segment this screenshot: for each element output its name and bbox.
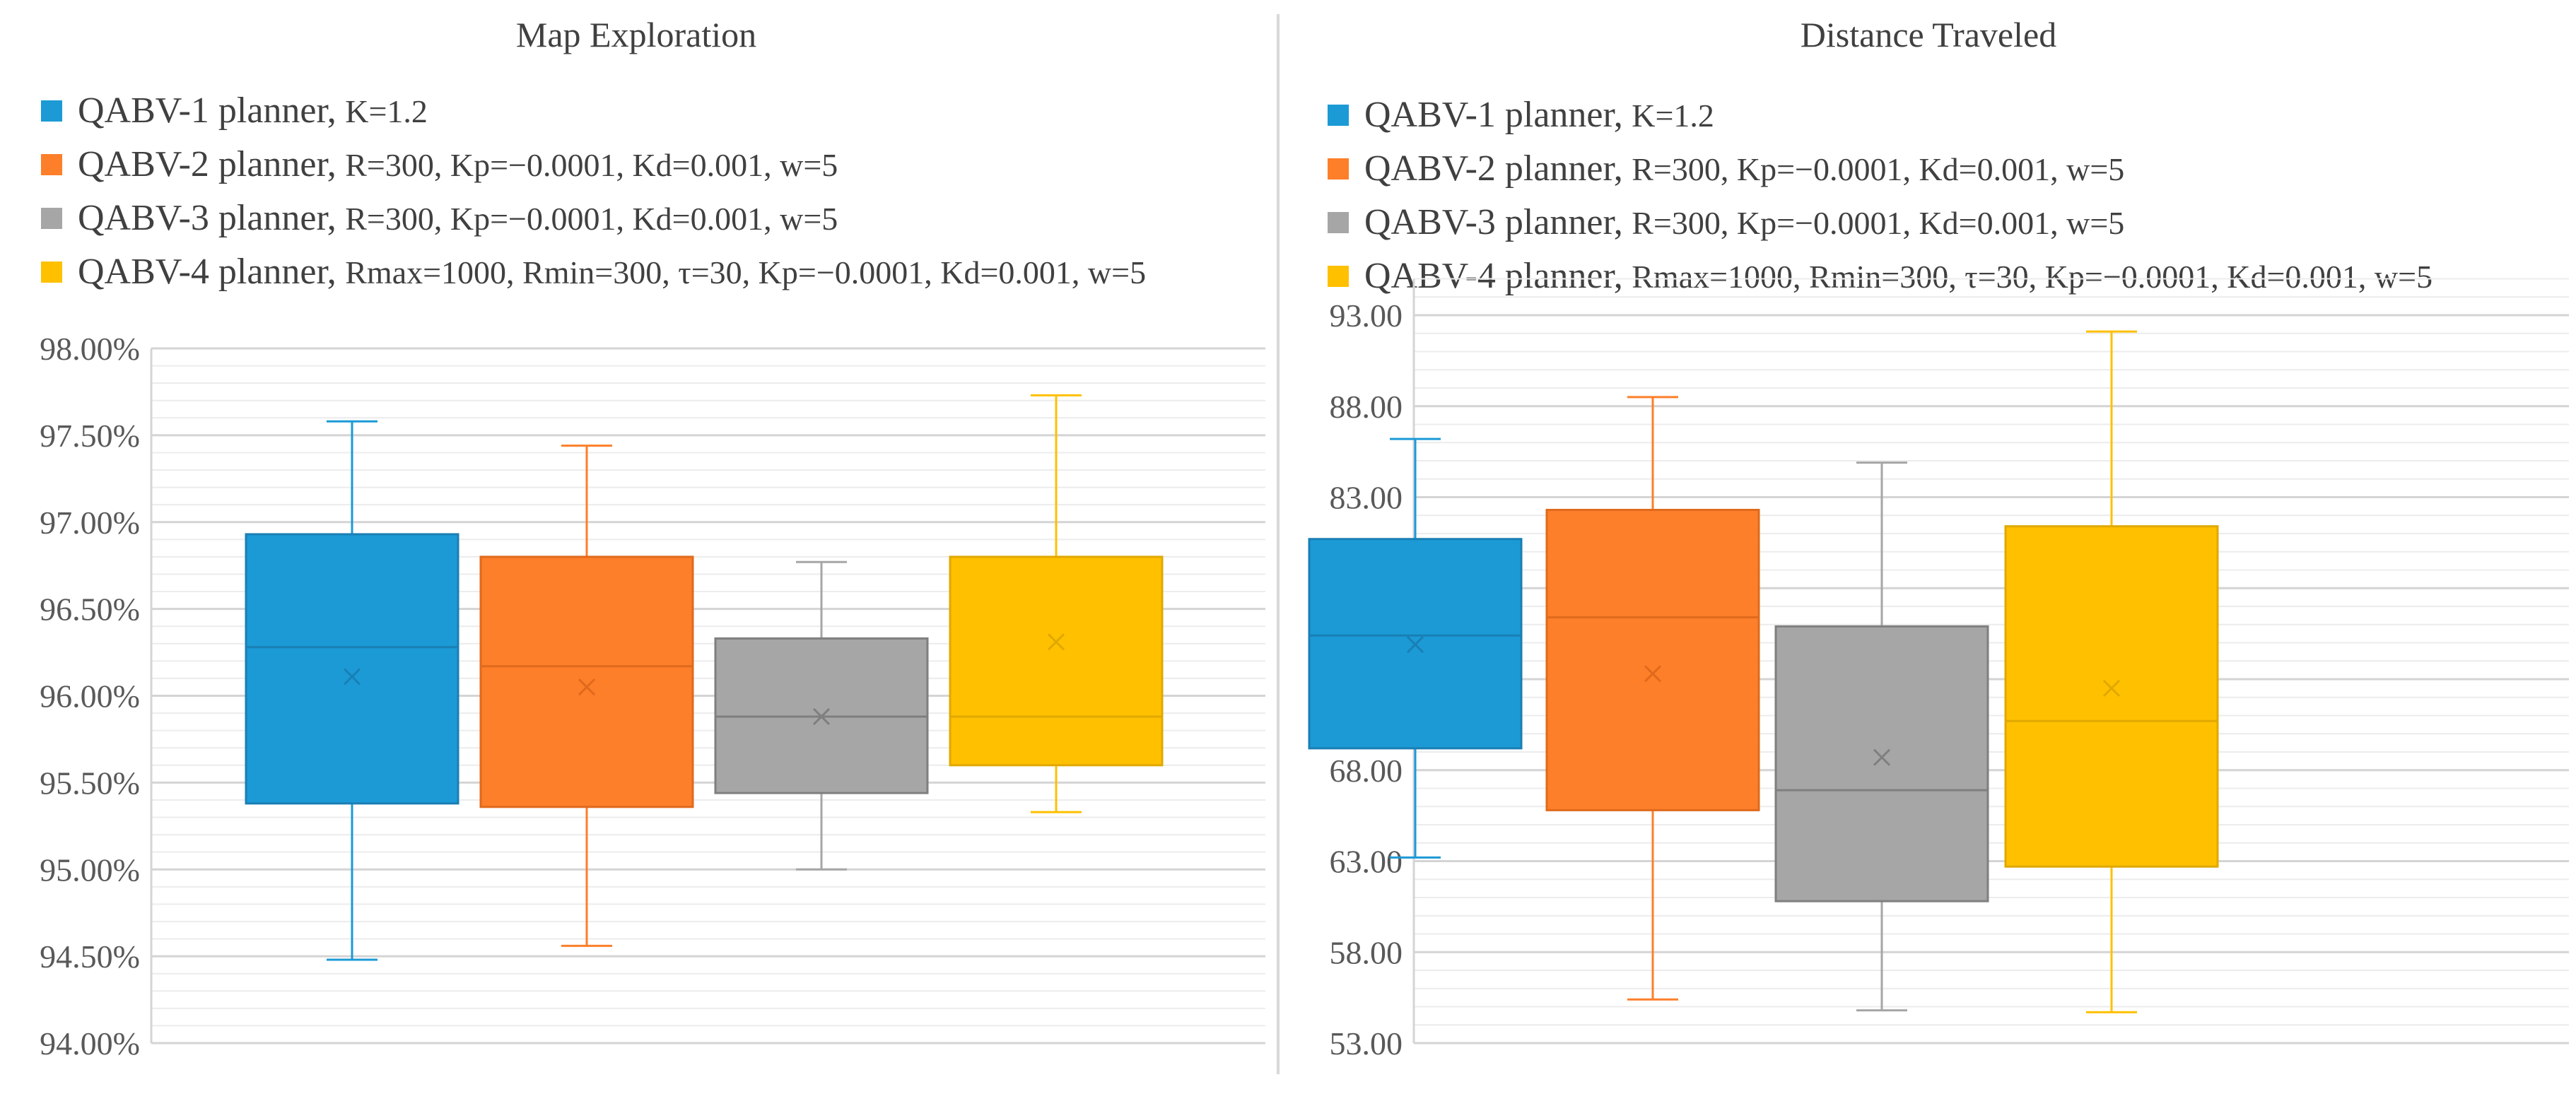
legend-swatch bbox=[1328, 158, 1349, 180]
legend-swatch bbox=[41, 261, 62, 283]
legend-label: QABV-3 planner, bbox=[1364, 202, 1623, 242]
mean-marker bbox=[1644, 665, 1662, 683]
legend-label: QABV-4 planner, bbox=[1364, 256, 1623, 296]
box-iqr bbox=[479, 555, 694, 808]
y-tick-label: 83.00 bbox=[1330, 480, 1403, 516]
mean-marker bbox=[812, 707, 831, 726]
box-iqr bbox=[245, 533, 459, 805]
legend-label: QABV-1 planner, bbox=[1364, 95, 1623, 135]
legend-label: QABV-4 planner, bbox=[78, 252, 336, 292]
y-tick-label: 97.50% bbox=[40, 418, 140, 454]
legend-swatch bbox=[1328, 212, 1349, 233]
legend-params: Rmax=1000, Rmin=300, τ=30, Kp=−0.0001, K… bbox=[1632, 259, 2433, 295]
legend-params: K=1.2 bbox=[345, 93, 428, 129]
legend-label: QABV-3 planner, bbox=[78, 198, 336, 238]
mean-marker bbox=[343, 668, 361, 686]
legend-swatch bbox=[41, 208, 62, 229]
mean-marker bbox=[2102, 679, 2121, 697]
legend-swatch bbox=[41, 154, 62, 175]
map-exploration-panel: Map Exploration QABV-1 planner, K=1.2 QA… bbox=[0, 0, 1272, 1094]
legend-params: R=300, Kp=−0.0001, Kd=0.001, w=5 bbox=[1632, 205, 2125, 241]
box-iqr bbox=[2004, 525, 2219, 868]
y-tick-label: 88.00 bbox=[1330, 389, 1403, 425]
y-tick-label: 63.00 bbox=[1330, 844, 1403, 880]
y-tick-label: 94.00% bbox=[40, 1025, 140, 1061]
legend-swatch bbox=[1328, 105, 1349, 126]
legend-params: R=300, Kp=−0.0001, Kd=0.001, w=5 bbox=[1632, 151, 2125, 187]
legend-swatch bbox=[41, 100, 62, 122]
y-tick-label: 98.00% bbox=[40, 331, 140, 367]
mean-marker bbox=[578, 678, 596, 696]
y-tick-label: 93.00 bbox=[1330, 298, 1403, 334]
mean-marker bbox=[1873, 748, 1891, 766]
y-tick-label: 96.00% bbox=[40, 678, 140, 714]
chart-title: Distance Traveled bbox=[1800, 15, 2057, 54]
distance-traveled-boxplot: 53.0058.0063.0068.0073.0078.0083.0088.00… bbox=[1308, 278, 2569, 1061]
legend-params: R=300, Kp=−0.0001, Kd=0.001, w=5 bbox=[345, 201, 838, 237]
mean-marker bbox=[1406, 636, 1424, 654]
legend-swatch bbox=[1328, 266, 1349, 287]
legend-params: R=300, Kp=−0.0001, Kd=0.001, w=5 bbox=[345, 147, 838, 183]
y-tick-label: 53.00 bbox=[1330, 1025, 1403, 1061]
legend-label: QABV-1 planner, bbox=[78, 90, 336, 131]
y-tick-label: 68.00 bbox=[1330, 753, 1403, 789]
y-tick-label: 96.50% bbox=[40, 592, 140, 628]
legend-label: QABV-2 planner, bbox=[1364, 148, 1623, 189]
panel-separator bbox=[1277, 14, 1280, 1074]
y-tick-label: 95.00% bbox=[40, 852, 140, 888]
legend-params: Rmax=1000, Rmin=300, τ=30, Kp=−0.0001, K… bbox=[345, 254, 1147, 290]
y-tick-label: 97.00% bbox=[40, 505, 140, 541]
chart-title: Map Exploration bbox=[515, 15, 757, 54]
y-tick-label: 95.50% bbox=[40, 765, 140, 801]
box-iqr bbox=[1774, 625, 1989, 902]
box-iqr bbox=[949, 555, 1164, 767]
map-exploration-boxplot: 94.00% 94.50% 95.00% 95.50% 96.00% 96.50% 97.0… bbox=[40, 331, 1265, 1061]
box-iqr bbox=[1545, 509, 1760, 811]
legend-label: QABV-2 planner, bbox=[78, 144, 336, 184]
mean-marker bbox=[1047, 633, 1065, 651]
y-tick-label: 94.50% bbox=[40, 939, 140, 975]
distance-traveled-panel: Distance Traveled QABV-1 planner, K=1.2 … bbox=[1281, 0, 2576, 1094]
y-tick-label: 58.00 bbox=[1330, 934, 1403, 970]
legend-params: K=1.2 bbox=[1632, 98, 1714, 134]
